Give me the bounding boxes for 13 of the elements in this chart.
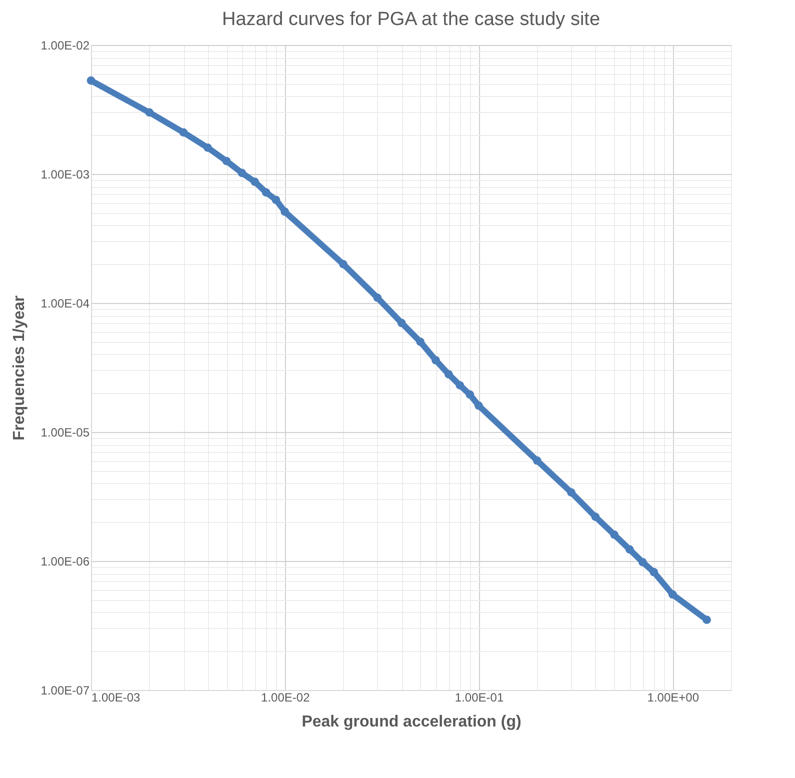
x-tick-label: 1.00E+00 bbox=[647, 690, 700, 704]
x-tick-label: 1.00E-01 bbox=[454, 690, 504, 704]
x-axis-title: Peak ground acceleration (g) bbox=[302, 714, 522, 730]
chart-title: Hazard curves for PGA at the case study site bbox=[222, 9, 600, 30]
y-axis-title: Frequencies 1/year bbox=[10, 296, 28, 440]
y-tick-label: 1.00E-03 bbox=[40, 168, 90, 182]
x-tick-label: 1.00E-03 bbox=[92, 690, 141, 704]
x-tick-label: 1.00E-02 bbox=[261, 690, 310, 704]
y-tick-label: 1.00E-04 bbox=[40, 296, 90, 310]
y-tick-label: 1.00E-02 bbox=[40, 38, 90, 52]
y-tick-label: 1.00E-06 bbox=[40, 554, 90, 568]
y-tick-label: 1.00E-07 bbox=[40, 684, 90, 698]
y-tick-label: 1.00E-05 bbox=[40, 426, 90, 440]
